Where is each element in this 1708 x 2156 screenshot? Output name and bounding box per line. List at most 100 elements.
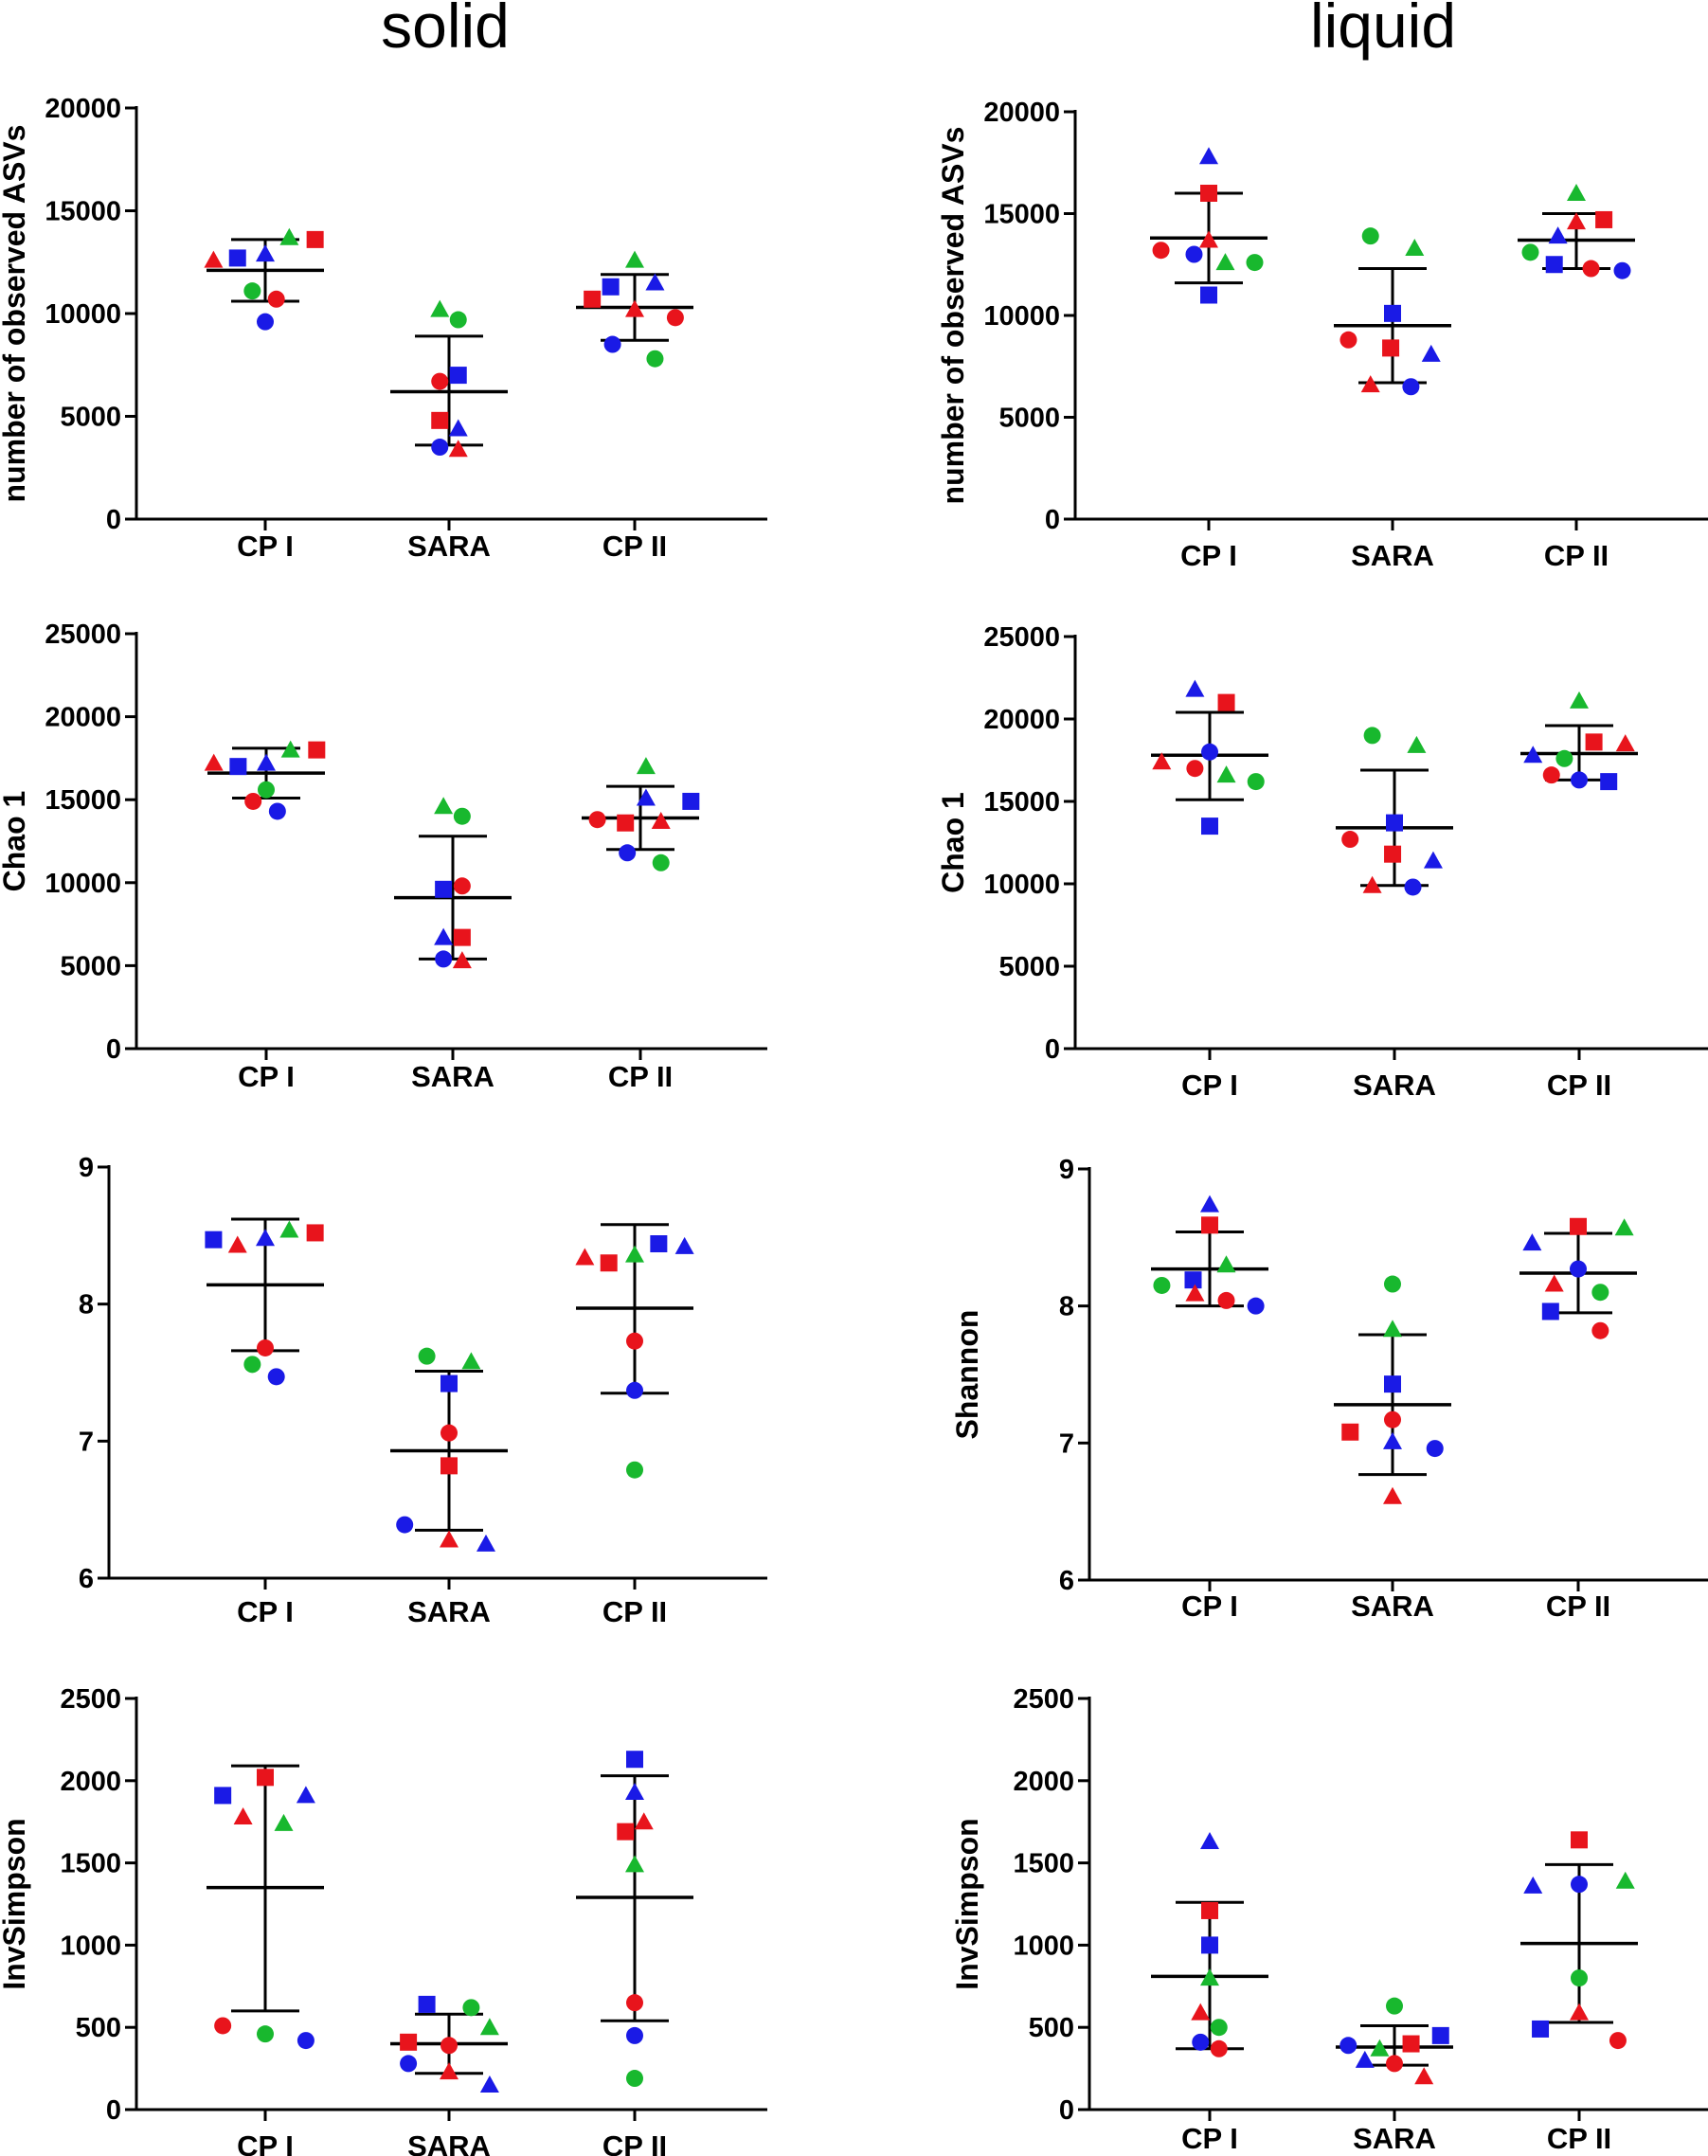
data-point-blue-triangle (1185, 679, 1205, 697)
data-point-red-square (617, 814, 635, 832)
chart-liquid-asv: 0 5000 10000 15000 20000 CP I SARA CP II number … (936, 98, 1708, 572)
y-tick-label: 6 (1059, 1566, 1074, 1596)
data-point-green-circle (418, 1347, 436, 1365)
data-point-green-triangle (430, 299, 450, 317)
data-point-red-circle (257, 1339, 274, 1356)
data-point-red-circle (1210, 2039, 1228, 2057)
data-point-red-triangle (204, 250, 224, 268)
y-axis-label: number of observed ASVs (0, 125, 31, 503)
data-point-red-triangle (1185, 1284, 1205, 1302)
data-point-green-triangle (274, 1813, 294, 1831)
data-point-green-circle (1521, 243, 1539, 261)
data-point-red-square (1595, 210, 1613, 228)
data-point-blue-triangle (296, 1786, 315, 1804)
x-category-label: CP I (1181, 2122, 1238, 2155)
data-point-blue-square (205, 1231, 223, 1249)
data-point-red-square (1384, 845, 1402, 863)
y-tick-label: 5000 (60, 403, 121, 433)
data-point-blue-square (440, 1374, 458, 1392)
data-point-red-square (617, 1823, 635, 1841)
data-point-red-square (1571, 1831, 1588, 1849)
data-point-blue-triangle (1199, 147, 1218, 165)
y-tick-label: 1000 (1013, 1931, 1074, 1961)
data-point-red-circle (626, 1332, 643, 1350)
data-point-blue-circle (1247, 1297, 1265, 1315)
data-point-blue-circle (268, 802, 286, 820)
y-tick-label: 10000 (983, 301, 1060, 332)
data-point-red-triangle (440, 2062, 458, 2080)
y-tick-label: 15000 (45, 785, 121, 816)
chart-solid-shannon: 6 7 8 9 CP I SARA CP II Shannon (0, 1153, 767, 1628)
x-category-label: CP I (237, 1595, 294, 1628)
data-point-red-circle (1542, 766, 1560, 784)
data-point-red-circle (1609, 2032, 1627, 2050)
y-tick-label: 1500 (1013, 1849, 1074, 1879)
data-point-red-square (440, 1457, 458, 1475)
y-axis-label: Shannon (0, 1308, 4, 1438)
data-point-blue-triangle (476, 1534, 495, 1552)
data-point-red-square (1217, 693, 1235, 711)
data-point-green-triangle (1200, 1968, 1219, 1986)
data-point-blue-square (228, 249, 246, 267)
data-point-red-triangle (452, 951, 472, 969)
data-point-blue-circle (435, 950, 453, 968)
data-point-green-circle (1555, 749, 1573, 767)
data-point-blue-triangle (434, 927, 454, 945)
y-axis-label: number of observed ASVs (936, 127, 970, 505)
data-point-red-square (453, 928, 471, 946)
y-tick-label: 2000 (60, 1767, 121, 1797)
data-point-blue-square (1386, 814, 1403, 832)
data-point-red-triangle (625, 299, 644, 317)
data-point-red-triangle (233, 1806, 253, 1824)
data-point-blue-square (1545, 256, 1563, 274)
data-point-red-triangle (440, 1530, 458, 1548)
data-point-red-triangle (575, 1248, 595, 1266)
y-tick-label: 20000 (45, 94, 121, 124)
data-point-green-triangle (625, 1245, 644, 1263)
y-tick-label: 10000 (45, 869, 121, 899)
x-category-label: CP II (608, 1060, 673, 1093)
data-point-red-circle (588, 811, 606, 829)
data-point-green-triangle (1407, 735, 1427, 753)
data-point-red-square (1382, 339, 1400, 357)
data-point-green-circle (1247, 773, 1265, 791)
data-point-blue-square (1532, 2020, 1550, 2038)
data-point-red-square (308, 741, 326, 759)
x-category-label: CP II (1547, 1069, 1611, 1102)
data-point-red-circle (1152, 242, 1170, 260)
data-point-red-triangle (1360, 375, 1380, 393)
data-point-red-circle (214, 2017, 232, 2035)
data-point-blue-triangle (1200, 1832, 1219, 1850)
data-point-blue-triangle (1548, 226, 1568, 244)
x-category-label: SARA (1351, 1590, 1434, 1623)
data-point-blue-triangle (1200, 1195, 1219, 1213)
data-point-green-triangle (1615, 1871, 1635, 1889)
data-point-blue-triangle (636, 788, 656, 806)
data-point-red-circle (1582, 260, 1600, 278)
data-point-blue-circle (626, 2026, 643, 2044)
y-tick-label: 20000 (983, 705, 1060, 735)
y-tick-label: 8 (79, 1290, 94, 1321)
data-point-red-triangle (1567, 212, 1586, 230)
x-category-label: CP I (1181, 1590, 1238, 1623)
x-category-label: SARA (1351, 539, 1434, 572)
data-point-red-triangle (1615, 734, 1635, 752)
data-point-green-circle (462, 1999, 480, 2017)
data-point-green-triangle (1567, 184, 1586, 201)
data-point-green-triangle (1405, 239, 1425, 257)
data-point-green-triangle (279, 227, 299, 245)
data-point-blue-triangle (1423, 851, 1443, 869)
data-point-green-triangle (1216, 1255, 1236, 1273)
data-point-red-triangle (1362, 875, 1382, 893)
data-point-blue-square (1201, 1936, 1218, 1954)
data-point-blue-triangle (625, 1782, 644, 1800)
x-category-label: CP II (1547, 2122, 1611, 2155)
y-tick-label: 0 (1045, 1034, 1060, 1065)
data-point-blue-triangle (1355, 2050, 1375, 2068)
data-point-blue-square (1201, 817, 1218, 835)
data-point-red-circle (1384, 1410, 1401, 1428)
y-tick-label: 25000 (45, 620, 121, 650)
chart-solid-asv: 0 5000 10000 15000 20000 CP I SARA CP II number … (0, 94, 767, 563)
data-point-red-square (1201, 1901, 1218, 1919)
data-point-blue-triangle (448, 419, 468, 437)
